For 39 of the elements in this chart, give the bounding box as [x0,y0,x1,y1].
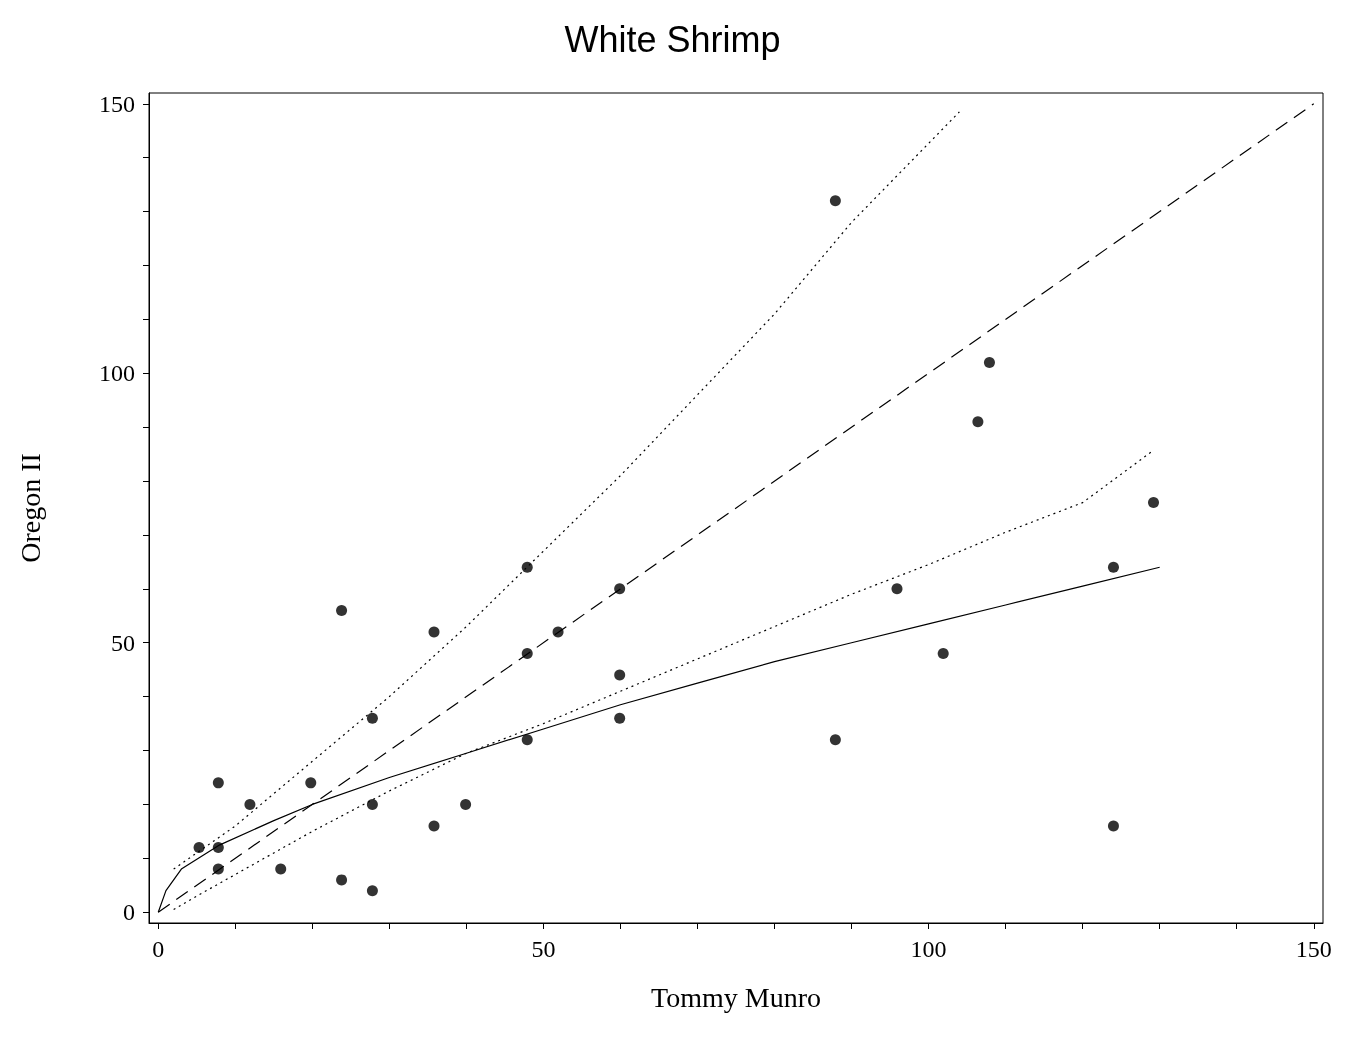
point [891,583,903,595]
point [428,626,440,638]
point [428,820,440,832]
x-axis-title: Tommy Munro [651,981,821,1013]
y-tick-label: 50 [111,629,135,656]
point [614,669,626,681]
y-tick-label: 150 [99,90,135,117]
point [983,356,995,368]
point [275,863,287,875]
point [336,874,348,886]
x-tick-label: 150 [1295,936,1332,962]
point [336,604,348,616]
point [1148,497,1160,509]
point [193,842,205,854]
point [366,885,378,897]
point [244,798,256,810]
point [829,195,841,207]
chart-title: White Shrimp [564,18,781,60]
point [460,798,472,810]
point [937,648,949,660]
line-series [173,111,960,870]
point [1107,820,1119,832]
point [614,583,626,595]
point [972,416,984,428]
point [366,712,378,724]
point [305,777,317,789]
point [1107,561,1119,573]
x-tick-label: 50 [531,936,556,962]
point [829,734,841,746]
x-tick-label: 0 [152,936,165,962]
point [614,712,626,724]
y-tick-label: 0 [123,899,135,926]
point [521,734,533,746]
y-tick-label: 100 [99,360,135,387]
point [366,798,378,810]
point [212,777,224,789]
point [521,561,533,573]
x-tick-label: 100 [910,936,947,962]
y-axis-title: Oregon II [14,453,46,563]
